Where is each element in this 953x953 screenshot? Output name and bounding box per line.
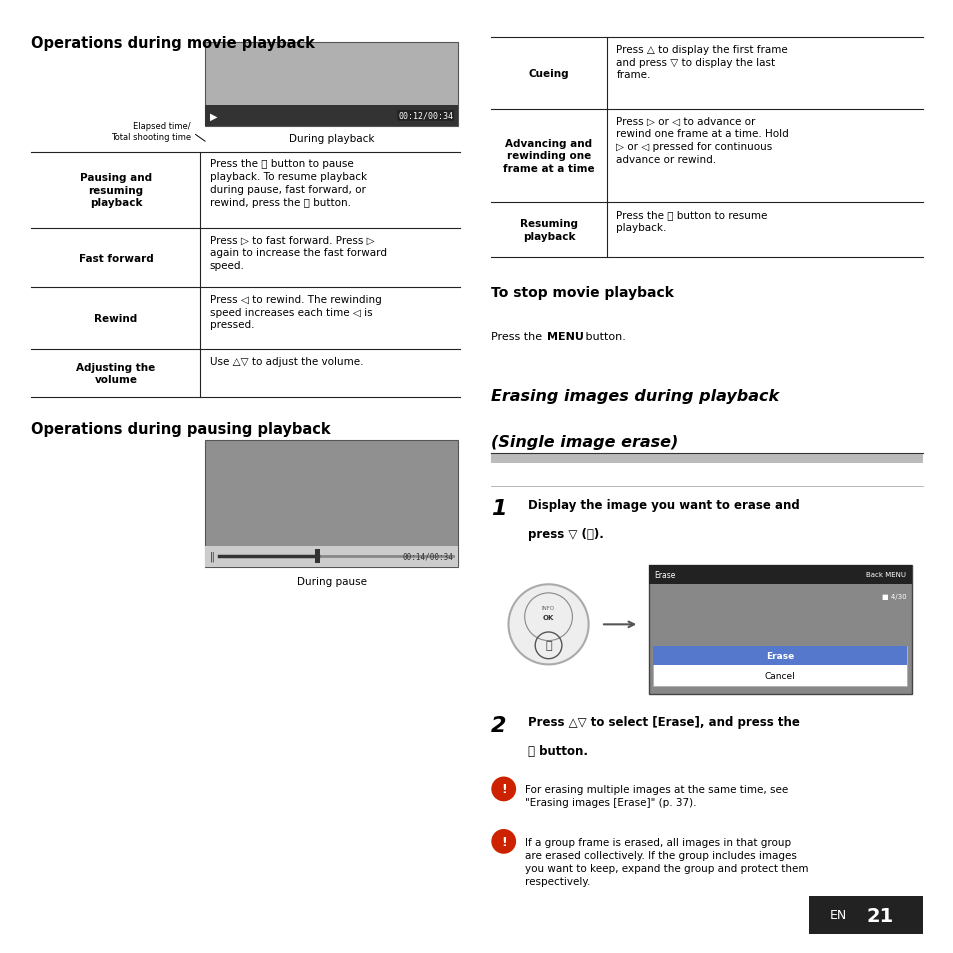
- Text: Display the image you want to erase and: Display the image you want to erase and: [527, 498, 799, 512]
- Text: ‖: ‖: [210, 551, 214, 562]
- Text: Resuming
playback: Resuming playback: [519, 219, 578, 241]
- Text: Press the Ⓐ button to pause
playback. To resume playback
during pause, fast forw: Press the Ⓐ button to pause playback. To…: [210, 159, 367, 208]
- Text: ▶: ▶: [210, 112, 217, 121]
- Text: Pausing and
resuming
playback: Pausing and resuming playback: [80, 173, 152, 208]
- Text: ■ 4/30: ■ 4/30: [881, 594, 905, 599]
- Text: Elapsed time/
Total shooting time: Elapsed time/ Total shooting time: [111, 121, 191, 142]
- Bar: [314, 550, 320, 563]
- Text: Press ▷ or ◁ to advance or
rewind one frame at a time. Hold
▷ or ◁ pressed for c: Press ▷ or ◁ to advance or rewind one fr…: [616, 116, 788, 165]
- Circle shape: [491, 777, 516, 801]
- Text: MENU: MENU: [546, 332, 583, 341]
- Text: Adjusting the
volume: Adjusting the volume: [76, 362, 155, 385]
- Text: Ⓝ: Ⓝ: [545, 640, 551, 651]
- Text: !: !: [500, 835, 506, 848]
- Text: Press △▽ to select [Erase], and press the: Press △▽ to select [Erase], and press th…: [527, 716, 799, 729]
- Text: Erase: Erase: [654, 570, 675, 579]
- Text: Press the: Press the: [491, 332, 545, 341]
- Text: Press the Ⓐ button to resume
playback.: Press the Ⓐ button to resume playback.: [616, 210, 767, 233]
- Bar: [648, 565, 911, 584]
- Text: 00:14/00:34: 00:14/00:34: [402, 552, 453, 561]
- Text: Press ◁ to rewind. The rewinding
speed increases each time ◁ is
pressed.: Press ◁ to rewind. The rewinding speed i…: [210, 294, 381, 330]
- Text: Cancel: Cancel: [764, 671, 795, 680]
- Text: To stop movie playback: To stop movie playback: [491, 286, 674, 300]
- Text: Back MENU: Back MENU: [865, 572, 905, 578]
- Bar: [653, 646, 906, 665]
- Bar: [648, 565, 911, 694]
- Text: Press △ to display the first frame
and press ▽ to display the last
frame.: Press △ to display the first frame and p…: [616, 45, 787, 80]
- Text: During pause: During pause: [296, 577, 366, 586]
- Bar: [205, 546, 457, 567]
- Bar: [653, 646, 906, 686]
- Text: Fast forward: Fast forward: [78, 253, 153, 263]
- Bar: [491, 454, 923, 463]
- Text: Erasing images during playback: Erasing images during playback: [491, 389, 779, 404]
- Bar: [205, 106, 457, 127]
- Text: 2: 2: [491, 716, 506, 736]
- Text: Erase: Erase: [765, 651, 794, 660]
- Bar: [205, 440, 457, 567]
- Text: OK: OK: [542, 614, 554, 620]
- Text: 00:12/00:34: 00:12/00:34: [397, 112, 453, 121]
- Text: press ▽ (Ⓝ).: press ▽ (Ⓝ).: [527, 527, 603, 540]
- Text: Rewind: Rewind: [94, 314, 137, 324]
- Text: Cueing: Cueing: [528, 69, 569, 79]
- Text: !: !: [500, 782, 506, 796]
- Text: Operations during movie playback: Operations during movie playback: [31, 36, 315, 51]
- Text: For erasing multiple images at the same time, see
"Erasing images [Erase]" (p. 3: For erasing multiple images at the same …: [524, 784, 787, 807]
- Text: Operations during pausing playback: Operations during pausing playback: [31, 421, 331, 436]
- Text: During playback: During playback: [289, 133, 374, 143]
- Text: EN: EN: [829, 908, 846, 922]
- Text: Press ▷ to fast forward. Press ▷
again to increase the fast forward
speed.: Press ▷ to fast forward. Press ▷ again t…: [210, 235, 387, 271]
- Text: INFO: INFO: [541, 605, 555, 610]
- Text: 21: 21: [865, 906, 893, 925]
- Text: button.: button.: [581, 332, 625, 341]
- Text: (Single image erase): (Single image erase): [491, 435, 678, 450]
- Bar: [808, 896, 923, 934]
- Text: Use △▽ to adjust the volume.: Use △▽ to adjust the volume.: [210, 356, 363, 366]
- Text: 1: 1: [491, 498, 506, 518]
- Circle shape: [508, 585, 588, 665]
- Bar: [205, 43, 457, 127]
- Text: Advancing and
rewinding one
frame at a time: Advancing and rewinding one frame at a t…: [502, 139, 595, 173]
- Circle shape: [491, 829, 516, 854]
- Text: If a group frame is erased, all images in that group
are erased collectively. If: If a group frame is erased, all images i…: [524, 837, 807, 886]
- Text: Ⓐ button.: Ⓐ button.: [527, 744, 587, 758]
